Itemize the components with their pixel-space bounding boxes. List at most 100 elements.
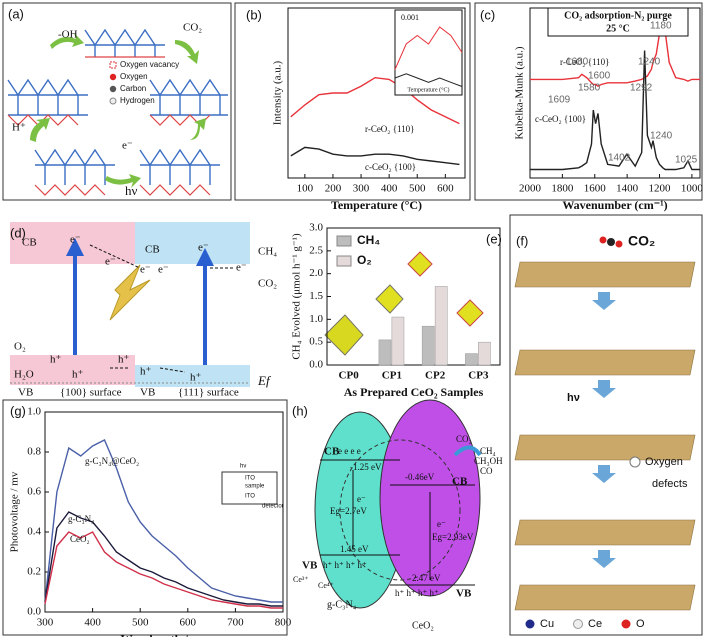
gap-label: Eg=2.93eV	[432, 532, 474, 542]
label: CO₂	[628, 233, 655, 249]
species: Ce⁴⁺	[318, 581, 334, 590]
chart-title: CO₂ adsorption-N₂ purge	[564, 10, 672, 21]
x-tick-label: 1200	[649, 183, 672, 195]
y-tick-label: 0.0	[309, 359, 323, 371]
lightning	[109, 264, 151, 321]
y-tick-label: 1.5	[309, 290, 323, 302]
x-tick-label: 1000	[681, 183, 704, 195]
plot-frame	[44, 411, 284, 613]
panel-d: (d) CB CB e⁻ e⁻ e⁻ e⁻ e⁻ e⁻ CH₄ CO₂ O₂ H…	[10, 222, 277, 399]
bar	[434, 286, 448, 366]
x-tick-label: 300	[37, 617, 54, 629]
carrier: h⁺	[50, 354, 62, 366]
x-tick-label: 300	[353, 183, 370, 195]
y-tick-label: 2.0	[309, 267, 323, 279]
panel-e-art	[324, 251, 484, 356]
y-axis-label: Intensity (a.u.)	[272, 60, 284, 125]
bar	[465, 353, 478, 366]
crystal	[324, 314, 364, 356]
arrows	[592, 292, 616, 568]
carrier: e⁻	[140, 264, 151, 276]
crystal	[375, 284, 404, 314]
panel-f: (f) CO₂ hν Oxygen defects Cu Ce O	[509, 214, 703, 636]
x-tick-label: CP2	[425, 370, 446, 382]
x-tick-label: CP3	[468, 370, 489, 382]
carrier: h⁺	[118, 354, 130, 366]
y-tick-label: 0.5	[309, 336, 323, 348]
label: -OH	[58, 29, 78, 41]
band-label: CB	[452, 476, 468, 488]
label: defects	[652, 478, 688, 490]
legend-label: O	[636, 618, 645, 630]
panel-frame	[234, 2, 471, 201]
carrier: h⁺	[140, 366, 152, 378]
x-tick-label: 500	[409, 183, 426, 195]
legend-swatch	[336, 235, 352, 247]
plot-frame	[287, 7, 466, 179]
series-label: r-CeO₂ {110}	[365, 124, 415, 134]
y-tick-label: 0.4	[27, 526, 41, 538]
legend-label: Hydrogen	[120, 96, 155, 105]
legend-swatch	[525, 619, 535, 629]
peak-label: 1609	[548, 95, 571, 106]
band-label: VB	[456, 588, 472, 600]
transfer-arrow	[110, 367, 186, 373]
carrier: e⁻	[158, 264, 169, 276]
gap-label: Eg=2.7eV	[330, 506, 367, 516]
y-tick-label: 0.2	[27, 566, 41, 578]
y-tick-label: 0.8	[27, 446, 41, 458]
band-label: CB	[145, 244, 160, 256]
x-tick-label: 600	[437, 183, 454, 195]
x-tick-label: 600	[180, 617, 197, 629]
panel-label: (c)	[480, 7, 495, 22]
label: Oxygen	[645, 456, 683, 468]
crystal	[456, 299, 484, 327]
level-label: -1.25 eV	[350, 462, 382, 472]
title-box	[547, 7, 689, 37]
arrows	[30, 33, 206, 188]
inset-text: sample	[245, 484, 265, 490]
material-label: g-C₃N₄	[327, 599, 357, 610]
x-tick-label: CP1	[382, 370, 402, 382]
x-tick-label: 400	[381, 183, 398, 195]
x-tick-label: 2000	[519, 183, 542, 195]
arrowhead	[196, 248, 214, 266]
x-axis-label: Temperature (°C)	[331, 198, 422, 212]
inset-frame	[394, 9, 463, 96]
panel-label: (a)	[8, 6, 24, 21]
label: hν	[125, 183, 138, 198]
series-label: CeO₂	[70, 534, 90, 544]
series-label: r-CeO₂ {110}	[560, 57, 610, 67]
carrier: e⁻	[70, 234, 81, 246]
bar	[478, 341, 491, 366]
level-label: -0.46eV	[405, 472, 435, 482]
y-axis-label: Kubelka-Munk (a.u.)	[514, 46, 526, 140]
panel-label: (h)	[292, 403, 308, 418]
junction	[339, 439, 461, 581]
holes: h⁺ h⁺ h⁺ h⁺	[323, 560, 367, 570]
x-tick-label: 1600	[584, 183, 607, 195]
inset-text: ITO	[245, 494, 255, 500]
panel-label: (g)	[10, 403, 26, 418]
carrier: e⁻	[198, 242, 209, 254]
peak-label: 1240	[650, 131, 673, 142]
panel-frame	[2, 399, 288, 636]
panel-a: (a) -OH CO₂ Oxygen vacancy Oxygen Carbon…	[2, 2, 232, 201]
series-line	[44, 439, 283, 603]
peak-label: 1402	[608, 153, 631, 164]
species: CH₄	[480, 446, 496, 456]
band-label: VB	[302, 560, 318, 572]
legend-swatch	[573, 619, 583, 629]
legend-label: Ce	[588, 618, 602, 630]
peak-label: 1580	[578, 83, 601, 94]
product: CO₂	[258, 278, 277, 290]
x-tick-label: CP0	[339, 370, 360, 382]
panel-label: (f)	[516, 233, 528, 248]
x-axis-label: As Prepared CeO₂ Samples	[344, 385, 484, 399]
atom	[615, 240, 623, 248]
y-axis-label: CH₄ Evolved (μmol h⁻¹ g⁻¹)	[291, 233, 303, 360]
legend-swatch	[109, 73, 117, 81]
x-tick-label: 700	[227, 617, 244, 629]
carrier: e⁻	[105, 256, 116, 268]
